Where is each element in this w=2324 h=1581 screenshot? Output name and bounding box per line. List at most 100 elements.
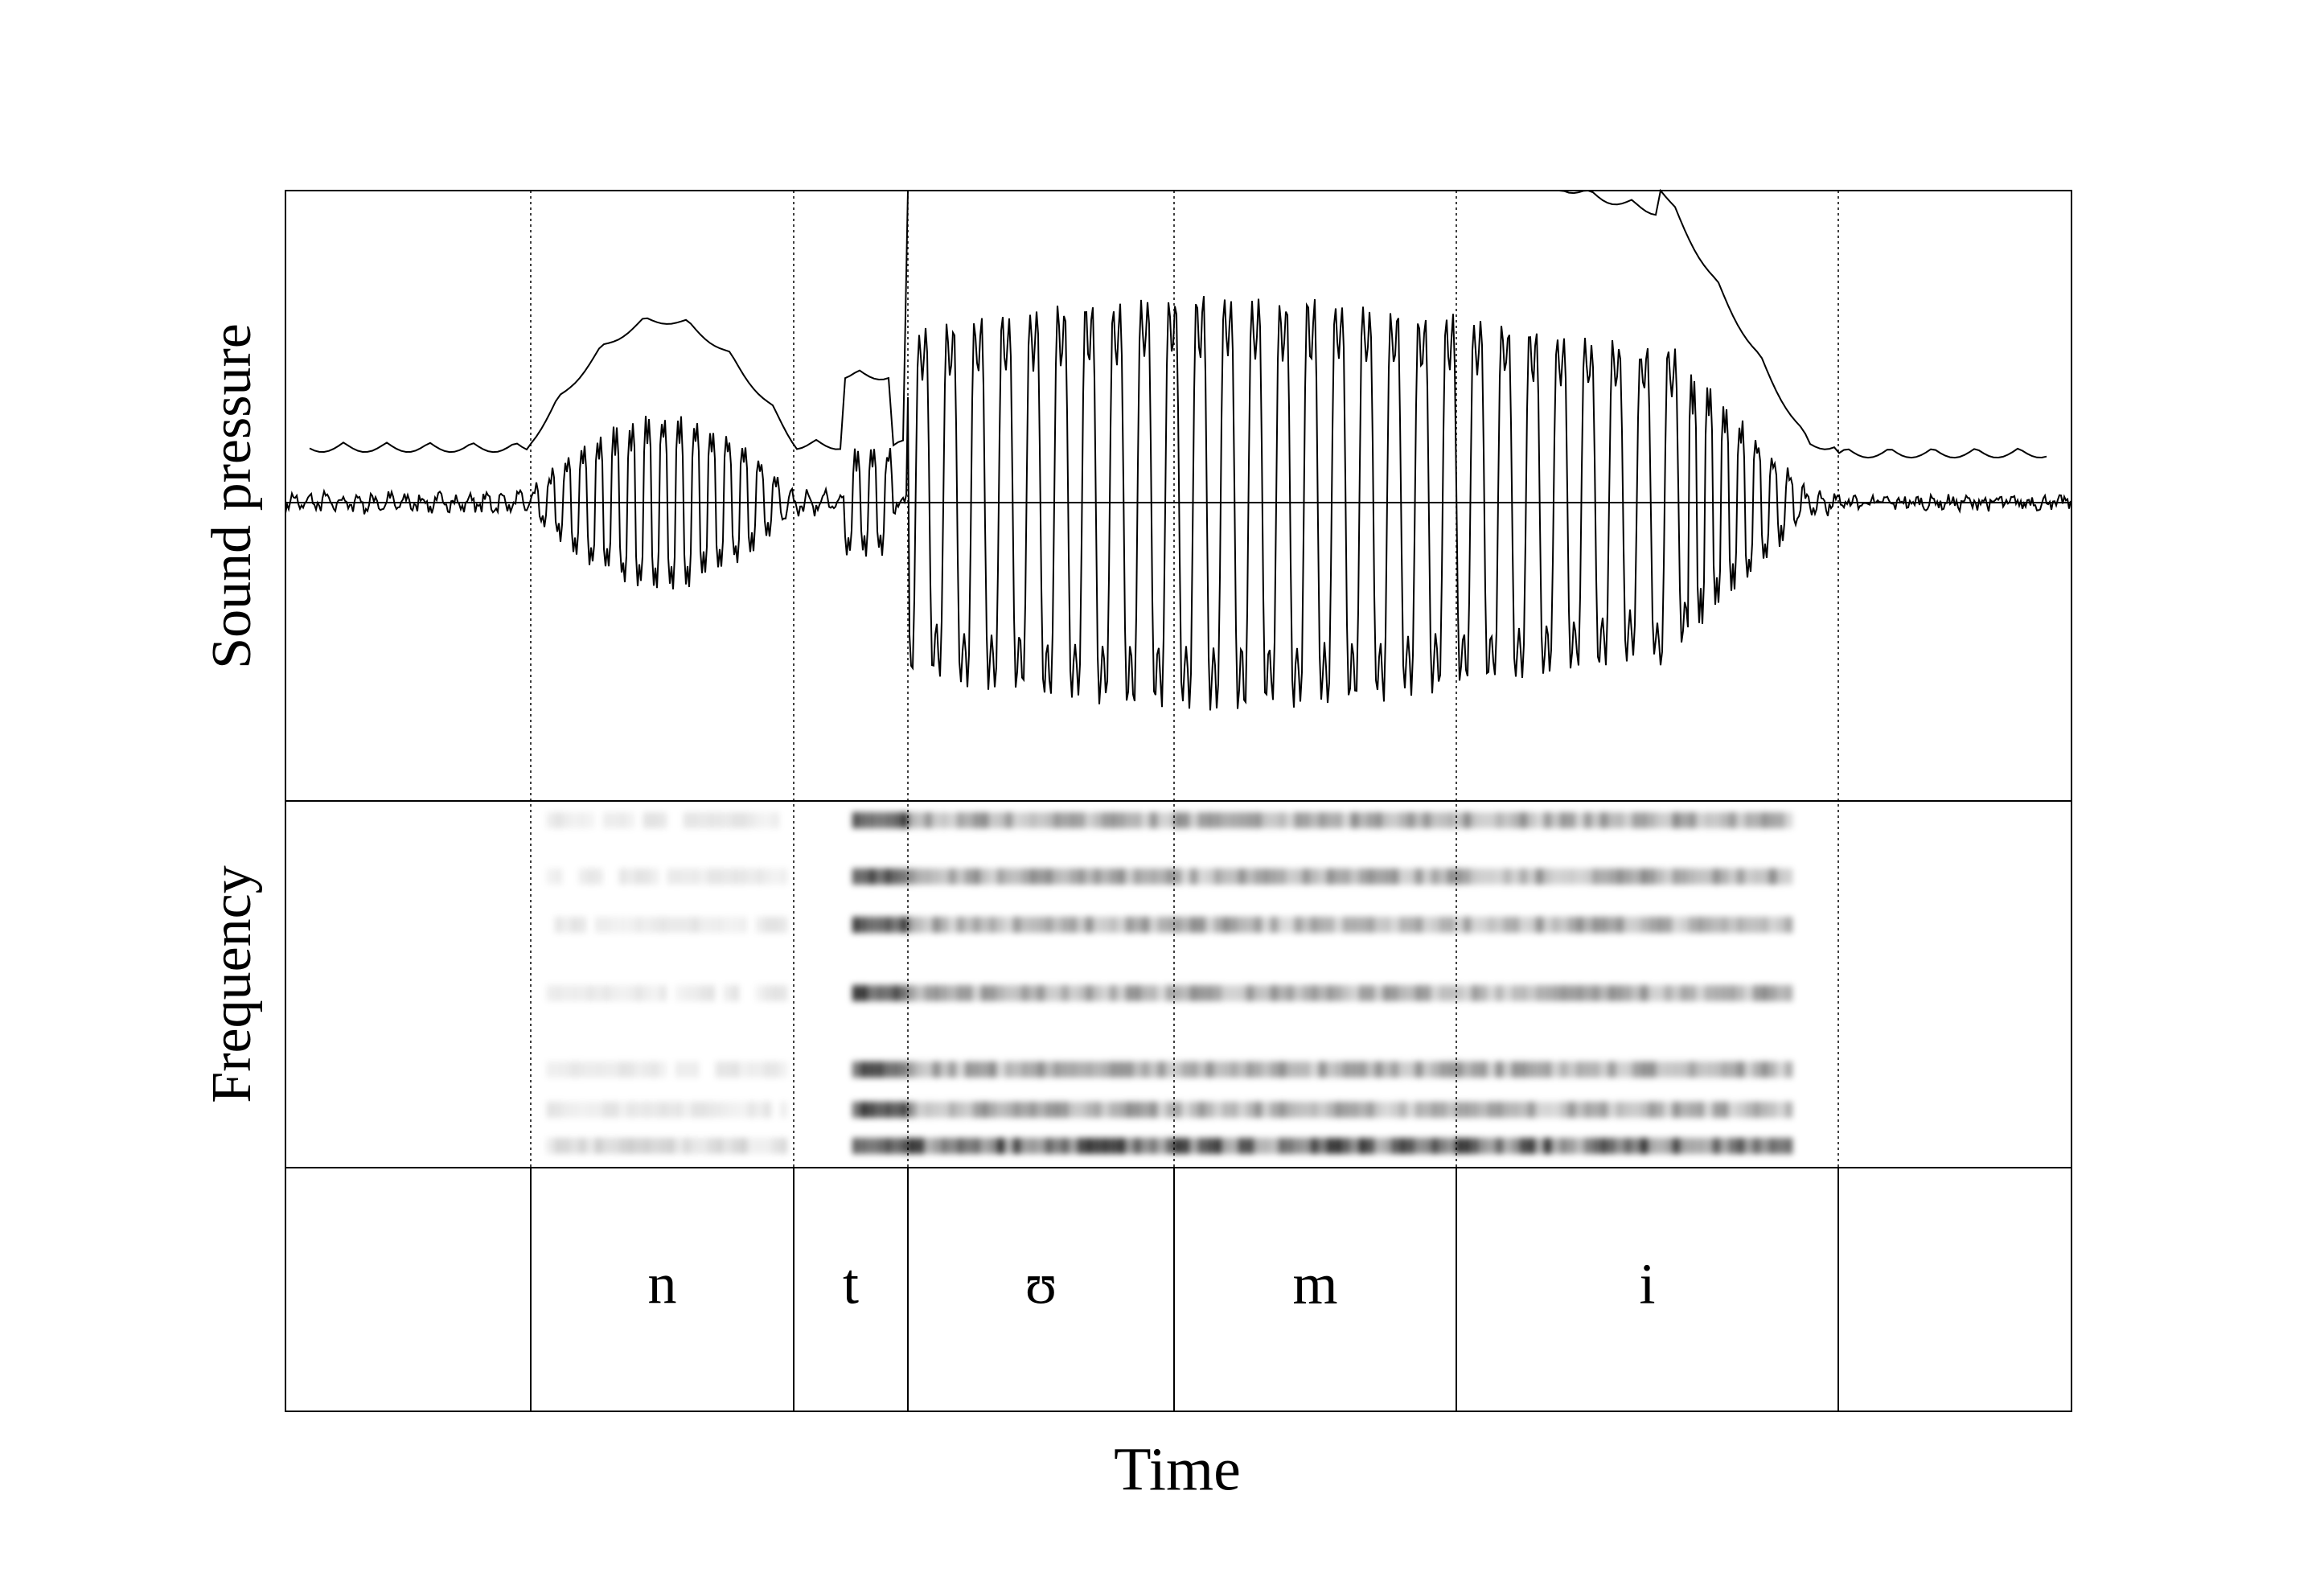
spectral-energy <box>1166 869 1173 885</box>
spectral-energy <box>1029 917 1037 933</box>
spectral-energy <box>1576 869 1583 885</box>
spectral-energy <box>1319 1138 1326 1154</box>
spectral-energy <box>1303 1102 1310 1118</box>
spectral-energy <box>611 812 618 828</box>
spectral-energy <box>555 1138 562 1154</box>
spectral-energy <box>1303 1062 1310 1078</box>
spectral-energy <box>1029 1138 1037 1154</box>
spectral-energy <box>1536 812 1543 828</box>
spectral-energy <box>651 917 659 933</box>
spectral-energy <box>1769 869 1776 885</box>
spectral-energy <box>1624 1062 1632 1078</box>
spectral-energy <box>1415 1062 1423 1078</box>
spectral-energy <box>1745 917 1752 933</box>
spectral-energy <box>1439 1062 1447 1078</box>
spectral-energy <box>1423 917 1431 933</box>
spectral-energy <box>1447 985 1455 1001</box>
spectral-energy <box>1134 812 1141 828</box>
spectral-energy <box>1657 1062 1664 1078</box>
spectral-energy <box>868 985 876 1001</box>
spectral-energy <box>933 869 940 885</box>
spectral-energy <box>1785 1062 1792 1078</box>
spectral-energy <box>1150 812 1157 828</box>
spectral-energy <box>1456 812 1463 828</box>
spectral-energy <box>1327 1102 1334 1118</box>
spectral-energy <box>1150 1138 1157 1154</box>
spectral-energy <box>1624 812 1632 828</box>
spectral-energy <box>1094 812 1101 828</box>
spectral-energy <box>1472 869 1479 885</box>
spectral-energy <box>1456 985 1463 1001</box>
spectral-energy <box>1649 869 1656 885</box>
spectral-energy <box>949 917 956 933</box>
spectral-energy <box>877 869 884 885</box>
spectral-energy <box>732 917 739 933</box>
spectral-energy <box>675 917 683 933</box>
spectral-energy <box>1246 985 1254 1001</box>
spectral-energy <box>1029 812 1037 828</box>
spectral-energy <box>1560 869 1567 885</box>
spectral-energy <box>1632 869 1640 885</box>
spectral-energy <box>1649 917 1656 933</box>
spectral-energy <box>1431 1102 1439 1118</box>
spectral-energy <box>973 917 980 933</box>
spectral-energy <box>1632 1102 1640 1118</box>
spectral-energy <box>1279 812 1286 828</box>
spectral-energy <box>1126 812 1133 828</box>
spectral-energy <box>1110 1102 1117 1118</box>
spectral-energy <box>772 985 779 1001</box>
spectral-energy <box>877 1138 884 1154</box>
spectral-energy <box>1303 869 1310 885</box>
spectral-energy <box>901 812 908 828</box>
spectral-energy <box>1070 985 1077 1001</box>
spectral-energy <box>547 869 554 885</box>
spectral-energy <box>1013 869 1020 885</box>
spectral-energy <box>1142 812 1149 828</box>
spectral-energy <box>692 985 699 1001</box>
spectral-energy <box>667 1102 675 1118</box>
spectral-energy <box>1536 869 1543 885</box>
spectral-energy <box>1681 1102 1688 1118</box>
spectral-energy <box>1070 1102 1077 1118</box>
spectral-energy <box>1624 917 1632 933</box>
spectral-energy <box>724 1138 731 1154</box>
spectral-energy <box>1713 869 1720 885</box>
spectral-energy <box>1198 869 1205 885</box>
spectral-energy <box>724 1102 731 1118</box>
spectral-energy <box>1118 985 1125 1001</box>
spectral-energy <box>1568 1062 1575 1078</box>
spectral-energy <box>1214 917 1222 933</box>
spectral-energy <box>981 1062 988 1078</box>
spectral-energy <box>1729 985 1736 1001</box>
spectral-energy <box>1737 1138 1744 1154</box>
spectral-energy <box>748 1138 755 1154</box>
spectral-energy <box>1592 985 1599 1001</box>
spectral-energy <box>917 1062 924 1078</box>
spectral-energy <box>1640 1102 1648 1118</box>
spectral-energy <box>1037 917 1045 933</box>
spectral-energy <box>877 1102 884 1118</box>
spectral-energy <box>1383 1062 1390 1078</box>
spectral-energy <box>957 869 964 885</box>
spectral-energy <box>957 985 964 1001</box>
spectral-energy <box>1447 917 1455 933</box>
spectral-energy <box>1632 1062 1640 1078</box>
spectral-energy <box>708 917 715 933</box>
spectral-energy <box>1126 985 1133 1001</box>
spectral-energy <box>643 1102 651 1118</box>
spectral-energy <box>1351 917 1358 933</box>
spectral-energy <box>555 869 562 885</box>
spectral-energy <box>1383 1138 1390 1154</box>
spectral-energy <box>764 917 771 933</box>
spectral-energy <box>1367 985 1374 1001</box>
spectral-energy <box>1045 869 1053 885</box>
spectral-energy <box>1021 1102 1029 1118</box>
spectral-energy <box>1110 869 1117 885</box>
spectral-energy <box>1600 869 1608 885</box>
spectral-energy <box>1592 1062 1599 1078</box>
spectral-energy <box>1070 1062 1077 1078</box>
spectral-energy <box>1584 1138 1591 1154</box>
spectral-energy <box>852 1062 860 1078</box>
spectral-energy <box>780 1062 787 1078</box>
spectral-energy <box>1190 812 1197 828</box>
